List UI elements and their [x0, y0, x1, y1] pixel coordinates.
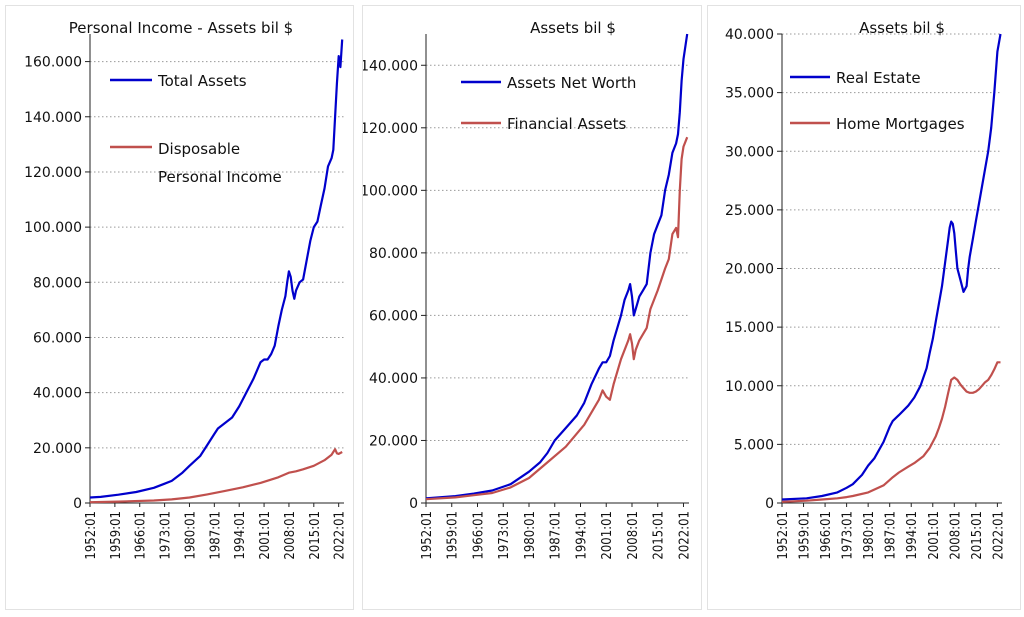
y-tick-label: 100.000	[363, 183, 418, 199]
x-tick-label: 1980:01	[183, 511, 198, 560]
x-tick-label: 1994:01	[574, 511, 589, 560]
y-tick-label: 40.000	[369, 371, 418, 387]
y-tick-label: 25.000	[725, 203, 774, 219]
y-tick-label: 10.000	[725, 379, 774, 395]
x-tick-label: 2022:01	[333, 511, 348, 560]
x-tick-label: 1973:01	[497, 511, 512, 560]
x-tick-label: 2015:01	[970, 511, 985, 560]
chart-title: Assets bil $	[859, 19, 945, 37]
y-tick-label: 160.000	[24, 55, 82, 71]
x-tick-label: 2008:01	[948, 511, 963, 560]
x-tick-label: 2022:01	[677, 511, 692, 560]
series-line	[781, 361, 1001, 503]
x-tick-label: 1966:01	[471, 511, 486, 560]
chart-title: Personal Income - Assets bil $	[69, 19, 293, 37]
x-tick-label: 2022:01	[991, 511, 1006, 560]
x-tick-label: 1973:01	[159, 511, 174, 560]
y-tick-label: 100.000	[24, 220, 82, 236]
x-tick-label: 1966:01	[134, 511, 149, 560]
y-tick-label: 30.000	[725, 144, 774, 160]
y-tick-label: 0	[73, 496, 82, 512]
y-tick-label: 40.000	[33, 386, 82, 402]
legend-label: Financial Assets	[507, 115, 626, 133]
y-tick-label: 120.000	[24, 165, 82, 181]
y-tick-label: 35.000	[725, 86, 774, 102]
chart-panel-income-assets: Personal Income - Assets bil $ 0 20.000 40.…	[5, 5, 354, 610]
y-tick-label: 140.000	[24, 110, 82, 126]
series-line	[781, 33, 1002, 501]
x-tick-label: 2001:01	[600, 511, 615, 560]
legend-label: Disposable	[158, 140, 240, 158]
y-tick-label: 15.000	[725, 320, 774, 336]
x-tick-label: 1952:01	[776, 511, 791, 560]
x-tick-label: 1987:01	[884, 511, 899, 560]
chart-panel-net-worth: Assets bil $ 0 20.000 40.000 60.000 80.000 100…	[362, 5, 702, 610]
legend-label: Assets Net Worth	[507, 74, 636, 92]
y-tick-label: 60.000	[33, 330, 82, 346]
x-tick-label: 1952:01	[84, 511, 99, 560]
x-tick-label: 2008:01	[283, 511, 298, 560]
chart-title: Assets bil $	[530, 19, 616, 37]
y-tick-label: 80.000	[33, 275, 82, 291]
series-line	[89, 448, 343, 504]
series-line	[89, 39, 344, 499]
chart-panel-real-estate: Assets bil $ 0 5.000 10.000 15.000 20.000 25.0…	[707, 5, 1021, 610]
x-tick-label: 2001:01	[258, 511, 273, 560]
y-tick-label: 80.000	[369, 246, 418, 262]
y-tick-label: 0	[409, 496, 418, 512]
x-tick-label: 1994:01	[233, 511, 248, 560]
x-tick-label: 1973:01	[841, 511, 856, 560]
series-line	[425, 33, 689, 500]
legend-label: Total Assets	[157, 72, 247, 90]
legend-label: Home Mortgages	[836, 115, 965, 133]
x-tick-label: 1966:01	[819, 511, 834, 560]
legend-label: Real Estate	[836, 69, 921, 87]
y-tick-label: 0	[765, 496, 774, 512]
series-line	[425, 136, 689, 501]
y-tick-label: 120.000	[363, 121, 418, 137]
x-tick-label: 1959:01	[109, 511, 124, 560]
y-tick-label: 60.000	[369, 308, 418, 324]
x-tick-label: 2008:01	[626, 511, 641, 560]
x-tick-label: 1994:01	[905, 511, 920, 560]
x-tick-label: 1959:01	[798, 511, 813, 560]
y-tick-label: 40.000	[725, 27, 774, 43]
x-tick-label: 2001:01	[927, 511, 942, 560]
x-tick-label: 1952:01	[420, 511, 435, 560]
x-tick-label: 1980:01	[862, 511, 877, 560]
chart-svg: Personal Income - Assets bil $ 0 20.000 40.…	[24, 19, 348, 560]
x-tick-label: 2015:01	[652, 511, 667, 560]
legend-label: Personal Income	[158, 168, 282, 186]
x-tick-label: 1987:01	[208, 511, 223, 560]
y-tick-label: 5.000	[734, 437, 774, 453]
x-tick-label: 1959:01	[446, 511, 461, 560]
x-tick-label: 1980:01	[523, 511, 538, 560]
chart-svg: Assets bil $ 0 5.000 10.000 15.000 20.000 25.0…	[725, 19, 1006, 560]
y-tick-label: 20.000	[725, 262, 774, 278]
y-tick-label: 20.000	[369, 433, 418, 449]
x-tick-label: 2015:01	[308, 511, 323, 560]
chart-svg: Assets bil $ 0 20.000 40.000 60.000 80.000 100…	[363, 19, 692, 560]
y-tick-label: 20.000	[33, 441, 82, 457]
y-tick-label: 140.000	[363, 58, 418, 74]
x-tick-label: 1987:01	[549, 511, 564, 560]
